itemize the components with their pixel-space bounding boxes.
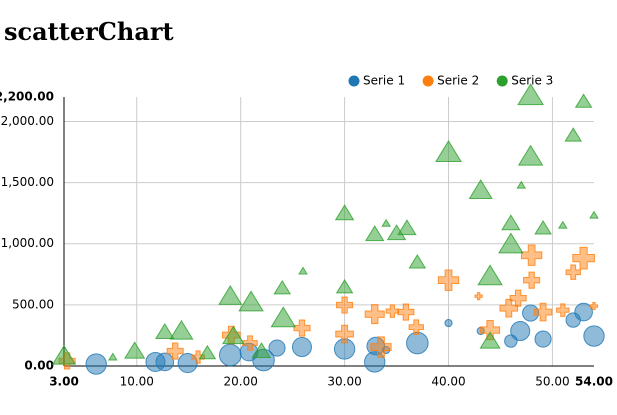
point	[291, 337, 313, 358]
point	[523, 271, 541, 289]
point	[406, 331, 429, 355]
point	[516, 180, 527, 189]
point	[334, 204, 355, 221]
point	[85, 353, 107, 375]
point	[468, 179, 493, 199]
point	[517, 144, 544, 166]
point	[504, 334, 518, 348]
point	[397, 303, 415, 321]
point	[556, 303, 570, 317]
point	[145, 351, 166, 372]
point	[198, 344, 217, 360]
point	[408, 254, 427, 269]
legend-marker[interactable]	[348, 75, 360, 87]
point	[565, 312, 581, 328]
point	[397, 219, 417, 236]
point	[589, 210, 599, 219]
point	[242, 335, 258, 351]
points	[51, 83, 605, 375]
point	[583, 325, 605, 347]
x-tick-label: 30.00	[327, 375, 361, 389]
point	[298, 266, 308, 275]
point	[589, 301, 599, 311]
y-tick-label: 0.00	[24, 359, 54, 373]
point	[222, 325, 245, 345]
legend[interactable]: Serie 1 Serie 2 Serie 3	[348, 74, 553, 88]
point	[565, 264, 581, 280]
point	[534, 220, 552, 235]
point	[166, 342, 184, 360]
point	[501, 214, 521, 231]
point	[498, 232, 524, 254]
point	[191, 350, 205, 364]
point	[520, 244, 543, 266]
point	[385, 304, 400, 318]
point	[510, 321, 531, 342]
point	[51, 344, 77, 365]
x-tick-label: 40.00	[431, 375, 465, 389]
point	[534, 330, 552, 348]
point	[557, 220, 568, 229]
point	[533, 302, 553, 322]
y-tick-label: 2,200.00	[0, 90, 54, 104]
point	[517, 83, 545, 106]
point	[273, 279, 292, 295]
point	[381, 218, 392, 227]
point	[364, 304, 385, 325]
x-tick-label: 10.00	[120, 375, 154, 389]
x-tick-label: 50.00	[535, 375, 569, 389]
y-tick-label: 1,500.00	[1, 175, 54, 189]
point	[364, 225, 385, 242]
point	[335, 278, 354, 294]
y-tick-label: 1,000.00	[1, 236, 54, 250]
point	[564, 127, 583, 142]
legend-label[interactable]: Serie 2	[437, 74, 479, 88]
point	[437, 269, 460, 291]
chart-title: scatterChart	[4, 17, 174, 46]
x-tick-label: 20.00	[223, 375, 257, 389]
legend-label[interactable]: Serie 1	[363, 74, 405, 88]
legend-label[interactable]: Serie 3	[511, 74, 553, 88]
point	[370, 336, 392, 358]
axes: 0.00 500.00 1,000.00 1,500.00 2,000.00 2,200.…	[0, 90, 613, 389]
point	[169, 319, 194, 340]
point	[574, 93, 593, 108]
point	[435, 140, 462, 162]
point	[572, 246, 595, 270]
legend-marker[interactable]	[496, 75, 508, 87]
point	[270, 306, 297, 328]
y-tick-label: 2,000.00	[1, 114, 54, 128]
point	[336, 296, 354, 314]
point	[474, 292, 483, 301]
point	[238, 290, 264, 312]
point	[293, 319, 311, 337]
legend-marker[interactable]	[422, 75, 434, 87]
x-tick-label: 54.00	[575, 375, 613, 389]
point	[107, 352, 118, 361]
point	[477, 264, 503, 286]
point	[408, 319, 424, 335]
point	[124, 341, 146, 359]
point	[479, 331, 501, 349]
point	[218, 343, 242, 367]
point	[499, 298, 519, 318]
point	[218, 285, 243, 305]
x-tick-label: 3.00	[49, 375, 79, 389]
point	[335, 324, 354, 344]
y-tick-label: 500.00	[12, 297, 54, 311]
point	[155, 322, 175, 339]
point	[444, 318, 453, 328]
point	[251, 342, 272, 359]
point	[268, 339, 286, 357]
point	[509, 289, 527, 307]
